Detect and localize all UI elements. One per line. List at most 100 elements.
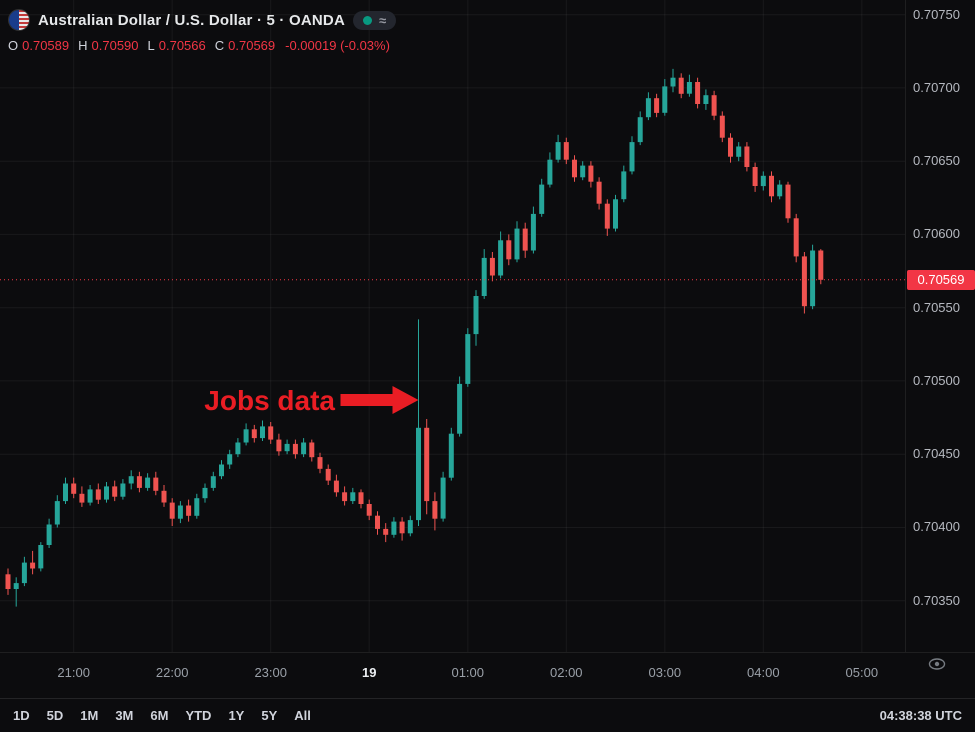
candle <box>514 221 520 263</box>
candle <box>407 515 413 537</box>
range-button-ytd[interactable]: YTD <box>185 708 212 723</box>
market-open-dot-icon <box>362 15 372 25</box>
jobs-data-annotation-text[interactable]: Jobs data <box>204 385 335 416</box>
candle <box>333 474 339 497</box>
price-tick-label: 0.70700 <box>913 79 960 95</box>
candle <box>621 165 627 203</box>
price-tick-label: 0.70450 <box>913 446 960 462</box>
range-button-1d[interactable]: 1D <box>13 708 30 723</box>
candle <box>465 328 471 387</box>
range-button-1m[interactable]: 1M <box>80 708 99 723</box>
range-button-5d[interactable]: 5D <box>46 708 64 723</box>
candle <box>375 511 380 535</box>
range-button-6m[interactable]: 6M <box>150 708 169 723</box>
candle <box>251 424 257 443</box>
candle <box>71 477 77 499</box>
time-tick-label: 23:00 <box>254 665 287 680</box>
candle <box>752 162 758 192</box>
candle <box>744 142 750 172</box>
price-axis[interactable]: 0.70569 0.70750 0.70700 0.70650 0.70600 0.70… <box>905 0 975 652</box>
low-label: L <box>147 38 155 53</box>
candle <box>219 460 224 480</box>
candle <box>153 471 159 496</box>
symbol-title[interactable]: Australian Dollar / U.S. Dollar · 5 · OA… <box>38 11 345 29</box>
change-value: -0.00019 (-0.03%) <box>285 38 390 53</box>
open-value: 0.70589 <box>22 38 70 53</box>
range-button-all[interactable]: All <box>294 708 311 723</box>
candle <box>161 485 167 507</box>
candle <box>432 492 438 531</box>
candle <box>46 518 52 548</box>
candle <box>695 77 701 109</box>
chart-legend: Australian Dollar / U.S. Dollar · 5 · OA… <box>8 8 397 53</box>
open-label: O <box>8 38 19 53</box>
candle <box>104 482 109 503</box>
candle <box>63 477 68 504</box>
candle <box>728 133 733 163</box>
candle <box>637 111 643 146</box>
candle <box>350 487 356 504</box>
candle <box>309 439 315 462</box>
close-label: C <box>214 38 225 53</box>
candle <box>120 479 126 500</box>
market-status-pill[interactable]: ≈ <box>352 10 397 30</box>
candle <box>366 499 372 521</box>
candle <box>128 470 134 490</box>
candle <box>654 93 660 118</box>
candle <box>539 178 545 217</box>
candle <box>736 142 742 162</box>
chart-pane[interactable]: Jobs data Australian Dollar / U.S. Dolla… <box>0 0 975 652</box>
price-tick-label: 0.70650 <box>913 153 960 169</box>
price-tick-label: 0.70350 <box>913 592 960 608</box>
candle <box>284 439 290 455</box>
candle <box>145 473 151 491</box>
candle <box>793 213 799 263</box>
range-button-5y[interactable]: 5Y <box>261 708 278 723</box>
candle <box>54 495 60 528</box>
candle <box>662 79 668 116</box>
candle <box>703 89 709 110</box>
price-scale-settings-icon[interactable] <box>928 657 946 671</box>
candle <box>21 556 27 587</box>
clock-timezone-button[interactable]: 04:38:38 UTC <box>879 708 962 723</box>
candle <box>194 493 200 519</box>
candle <box>301 438 307 458</box>
candle <box>276 433 282 456</box>
price-tick-label: 0.70600 <box>913 226 960 242</box>
candle <box>670 68 676 93</box>
candle <box>112 480 118 502</box>
candle <box>38 542 44 572</box>
candle <box>243 423 249 446</box>
candle <box>383 523 389 543</box>
time-axis[interactable]: 21:00 22:00 23:00 19 01:00 02:00 03:00 04:00 05:… <box>0 652 975 699</box>
candle <box>489 252 495 282</box>
candle <box>596 177 602 210</box>
low-value: 0.70566 <box>158 38 206 53</box>
candle <box>235 438 241 458</box>
time-tick-label: 22:00 <box>155 665 189 680</box>
candle <box>547 152 553 188</box>
date-range-buttons: 1D 5D 1M 3M 6M YTD 1Y 5Y All <box>13 708 311 723</box>
price-tick-label: 0.70750 <box>913 6 960 22</box>
price-tick-label: 0.70550 <box>913 299 960 315</box>
range-button-1y[interactable]: 1Y <box>228 708 245 723</box>
candle <box>358 489 364 509</box>
candle <box>580 161 586 181</box>
close-value: 0.70569 <box>228 38 276 53</box>
candle <box>416 319 421 526</box>
aud-usd-flag-icon <box>8 9 30 31</box>
candlestick-chart[interactable]: Jobs data <box>0 0 905 652</box>
candle <box>818 249 824 285</box>
candle <box>506 234 512 266</box>
candle <box>136 471 142 493</box>
time-tick-label: 04:00 <box>747 665 780 680</box>
candle <box>391 517 397 538</box>
candle <box>481 249 487 299</box>
jobs-data-annotation-arrow[interactable] <box>340 385 419 414</box>
range-button-3m[interactable]: 3M <box>115 708 134 723</box>
candle <box>760 171 766 191</box>
candle <box>292 439 298 459</box>
candle <box>498 231 504 279</box>
time-tick-label: 02:00 <box>549 665 583 680</box>
